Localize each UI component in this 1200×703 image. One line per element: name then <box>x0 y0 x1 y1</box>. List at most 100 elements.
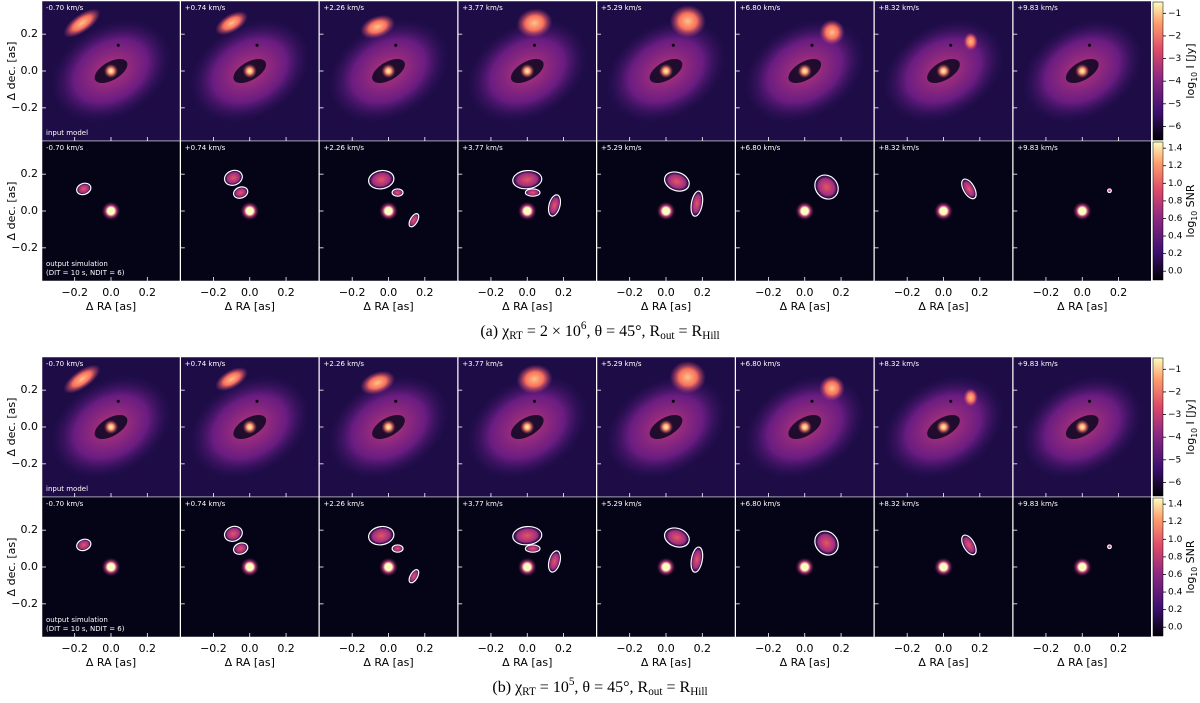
star <box>933 557 954 577</box>
caption-part: , θ = 45°, R <box>586 323 660 340</box>
star <box>239 557 260 577</box>
velocity-label: +6.80 km/s <box>740 360 781 368</box>
panel-note: output simulation <box>46 260 108 268</box>
colorbar-tick-label: −3 <box>1168 410 1181 420</box>
snr-blob <box>409 213 419 227</box>
image <box>874 357 1013 497</box>
x-axis-label: Δ RA [as] <box>363 656 413 669</box>
x-tick-label: −0.2 <box>339 286 366 299</box>
x-axis-label: Δ RA [as] <box>86 656 136 669</box>
x-tick-label: 0.2 <box>694 286 712 299</box>
image-panel <box>41 0 181 142</box>
caption-part: (b) χ <box>492 679 523 696</box>
star <box>101 201 121 221</box>
x-tick-label: 0.0 <box>1074 286 1092 299</box>
star <box>659 420 673 434</box>
x-tick-label: −0.2 <box>616 642 643 655</box>
colorbar-tick-label: −1 <box>1168 365 1181 375</box>
image-panel <box>1013 140 1152 282</box>
velocity-label: +6.80 km/s <box>740 144 781 152</box>
x-axis-label: Δ RA [as] <box>86 300 136 313</box>
velocity-label: +0.74 km/s <box>185 4 226 12</box>
image <box>458 1 597 141</box>
planet <box>671 399 675 403</box>
planet <box>810 399 814 403</box>
star <box>1072 201 1093 221</box>
velocity-label: +2.26 km/s <box>324 144 365 152</box>
x-tick-label: −0.2 <box>478 642 505 655</box>
panel-note: input model <box>46 129 88 137</box>
streak <box>819 375 845 402</box>
star <box>520 420 535 434</box>
caption-part: = R <box>662 679 690 696</box>
image <box>180 141 319 281</box>
y-axis-label: Δ dec. [as] <box>5 182 18 241</box>
image <box>458 497 597 637</box>
x-axis-label: Δ RA [as] <box>502 300 552 313</box>
image <box>180 357 319 497</box>
colorbar <box>1152 141 1164 281</box>
planet <box>671 43 675 47</box>
star <box>520 64 535 78</box>
snr-blob <box>76 539 91 551</box>
star <box>104 420 118 434</box>
star <box>242 64 257 78</box>
x-tick-label: −0.2 <box>894 286 921 299</box>
x-tick-label: 0.2 <box>971 642 989 655</box>
caption-part: 6 <box>581 320 587 332</box>
x-tick-label: −0.2 <box>61 286 88 299</box>
image-panel <box>180 140 319 282</box>
image <box>1013 497 1152 637</box>
colorbar-tick-label: 1.0 <box>1168 535 1183 545</box>
velocity-label: +8.32 km/s <box>879 144 920 152</box>
colorbar-label: log10 SNR <box>1184 540 1199 593</box>
planet <box>116 399 120 403</box>
velocity-label: +2.26 km/s <box>324 500 365 508</box>
star <box>797 420 812 434</box>
colorbar-tick-label: 0.8 <box>1168 552 1183 562</box>
x-tick-label: 0.0 <box>657 642 675 655</box>
image <box>42 1 180 141</box>
y-tick-label: −0.2 <box>11 597 38 610</box>
contour <box>524 544 541 553</box>
contour <box>814 174 839 200</box>
x-tick-label: −0.2 <box>1033 642 1060 655</box>
x-axis-label: Δ RA [as] <box>225 656 275 669</box>
caption-part: RT <box>522 686 536 698</box>
x-tick-label: −0.2 <box>616 286 643 299</box>
streak <box>215 11 248 36</box>
velocity-label: -0.70 km/s <box>46 144 84 152</box>
image-panel <box>1013 496 1152 638</box>
colorbar-tick-label: −5 <box>1168 99 1181 109</box>
contour <box>391 188 404 197</box>
planet <box>533 43 537 47</box>
colorbar-tick-label: −2 <box>1168 387 1181 397</box>
planet <box>1088 43 1092 47</box>
snr-blob <box>664 527 690 548</box>
velocity-label: +6.80 km/s <box>740 500 781 508</box>
colorbar-tick-label: 0.2 <box>1168 605 1182 615</box>
velocity-label: -0.70 km/s <box>46 500 84 508</box>
x-tick-label: −0.2 <box>1033 286 1060 299</box>
snr-blob <box>392 544 404 553</box>
star <box>656 201 676 221</box>
image-panel <box>596 356 736 498</box>
star <box>101 557 121 577</box>
contour <box>547 194 562 217</box>
x-tick-label: 0.0 <box>519 642 537 655</box>
colorbar-label-part: log <box>1184 577 1197 594</box>
x-tick-label: −0.2 <box>61 642 88 655</box>
x-tick-label: 0.2 <box>139 642 157 655</box>
velocity-label: +5.29 km/s <box>601 360 642 368</box>
image-panel <box>180 0 319 142</box>
colorbar-label-part: I [Jy] <box>1184 399 1197 428</box>
caption-part: (a) χ <box>480 323 510 340</box>
velocity-label: +0.74 km/s <box>185 144 226 152</box>
caption-part: = 2 × 10 <box>523 323 581 340</box>
x-axis-label: Δ RA [as] <box>641 656 691 669</box>
planet <box>949 399 953 403</box>
colorbar-label: log10 I [Jy] <box>1184 43 1199 98</box>
colorbar-tick-label: 0.4 <box>1168 588 1183 598</box>
image <box>1013 141 1152 281</box>
planet <box>949 43 953 47</box>
